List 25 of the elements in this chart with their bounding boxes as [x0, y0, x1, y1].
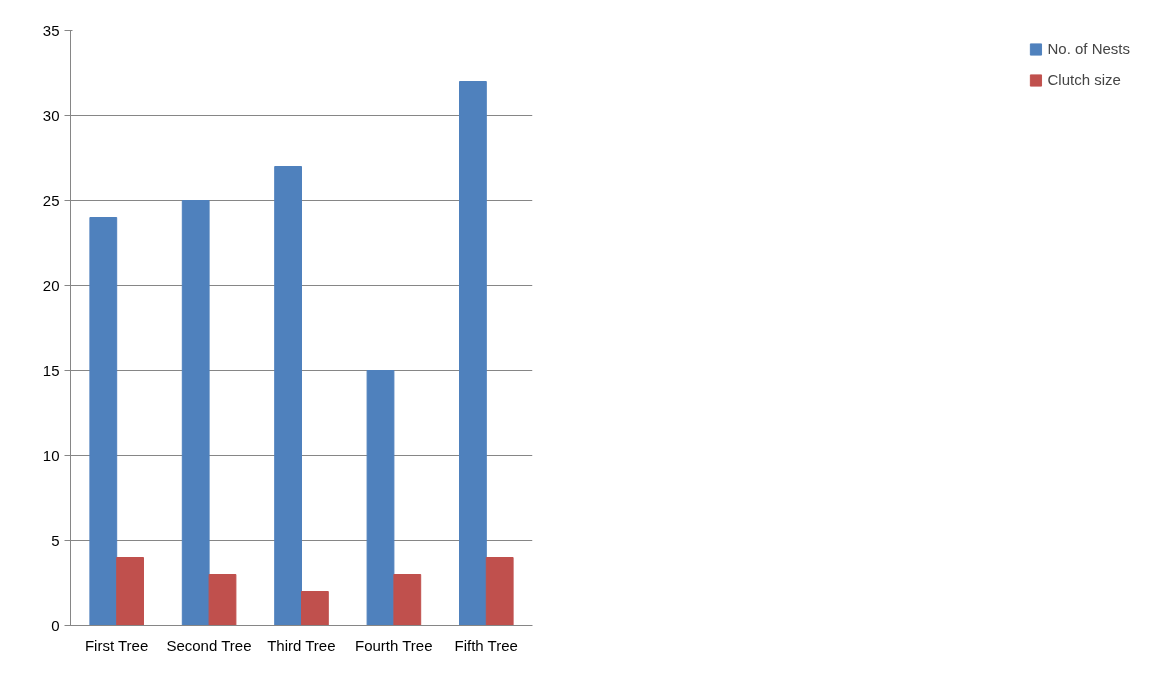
y-tick-label: 15: [42, 361, 60, 379]
y-tick-label: 5: [51, 531, 60, 549]
y-tick-label: 20: [42, 276, 60, 294]
x-tick-label: Fifth Tree: [454, 636, 518, 654]
y-tick-label: 35: [42, 21, 60, 39]
x-tick-label: First Tree: [84, 636, 149, 654]
y-tick-label: 30: [42, 106, 60, 124]
bar: [181, 200, 210, 626]
bar: [485, 557, 514, 626]
x-tick-label: Second Tree: [166, 636, 252, 654]
bar: [274, 166, 302, 626]
y-tick-label: 10: [42, 446, 60, 464]
legend-label: Clutch size: [1047, 71, 1121, 88]
y-tick-label: 0: [51, 616, 60, 634]
x-tick-label: Third Tree: [267, 636, 336, 654]
bar: [301, 591, 329, 626]
bar: [208, 574, 237, 626]
y-tick-label: 25: [42, 191, 60, 209]
bar: [366, 370, 395, 626]
x-tick-label: Fourth Tree: [355, 636, 433, 654]
bar: [89, 217, 118, 626]
legend-label: No. of Nests: [1047, 40, 1130, 57]
bar: [459, 81, 487, 626]
bar: [116, 557, 144, 626]
bar: [393, 574, 422, 626]
